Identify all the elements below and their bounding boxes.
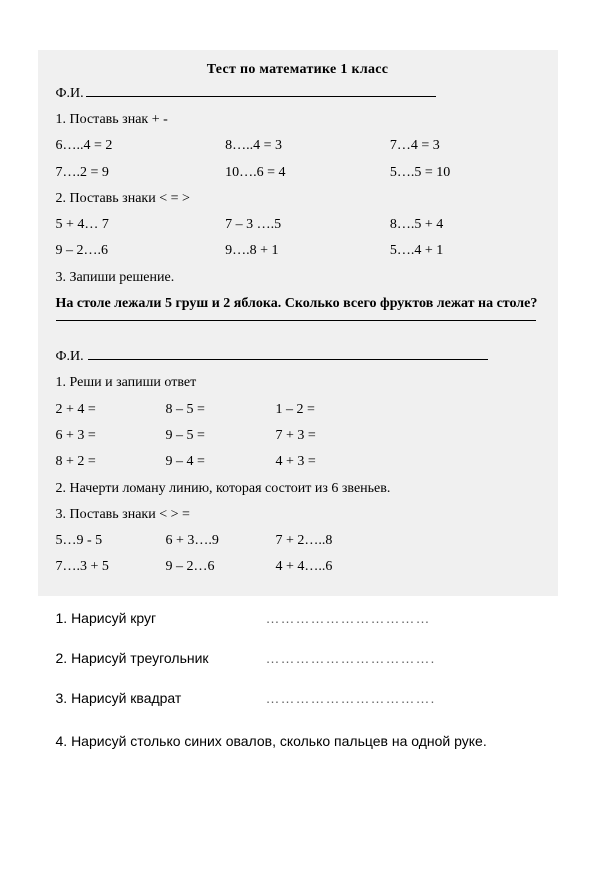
draw-item: 1. Нарисуй круг ……………………………: [56, 610, 540, 626]
b1-cell: 1 – 2 =: [276, 400, 386, 420]
page-title: Тест по математике 1 класс: [56, 62, 540, 78]
draw-text: . Нарисуй квадрат: [63, 690, 181, 706]
s1-cell: 7…4 = 3: [390, 136, 540, 156]
b1-cell: 7 + 3 =: [276, 426, 386, 446]
s1-cell: 10….6 = 4: [225, 163, 390, 183]
s2-cell: 7 – 3 ….5: [225, 215, 390, 235]
sectionB3-row: 5…9 - 5 6 + 3….9 7 + 2…..8: [56, 531, 540, 551]
s2-cell: 9 – 2….6: [56, 241, 226, 261]
b1-cell: 8 – 5 =: [166, 400, 276, 420]
b3-cell: 4 + 4…..6: [276, 557, 386, 577]
name-field-row-2: Ф.И.: [56, 349, 540, 365]
section3-heading: 3. Запиши решение.: [56, 268, 540, 288]
section3-task: На столе лежали 5 груш и 2 яблока. Сколь…: [56, 294, 540, 314]
sectionB1-row: 8 + 2 = 9 – 4 = 4 + 3 =: [56, 452, 540, 472]
draw-section: 1. Нарисуй круг …………………………… 2. Нарисуй т…: [38, 610, 558, 752]
s1-cell: 6…..4 = 2: [56, 136, 226, 156]
s1-cell: 7….2 = 9: [56, 163, 226, 183]
draw-item: 2. Нарисуй треугольник …………………………….: [56, 650, 540, 666]
fi-label-2: Ф.И.: [56, 349, 84, 364]
name-field-row: Ф.И.: [56, 86, 540, 102]
section2-row: 5 + 4… 7 7 – 3 ….5 8….5 + 4: [56, 215, 540, 235]
b1-cell: 2 + 4 =: [56, 400, 166, 420]
s2-cell: 8….5 + 4: [390, 215, 540, 235]
sectionB1-row: 2 + 4 = 8 – 5 = 1 – 2 =: [56, 400, 540, 420]
s1-cell: 5….5 = 10: [390, 163, 540, 183]
draw-dots: ……………………………: [266, 610, 431, 626]
b1-cell: 4 + 3 =: [276, 452, 386, 472]
b3-cell: 7….3 + 5: [56, 557, 166, 577]
draw-label: 1. Нарисуй круг: [56, 610, 266, 626]
section1-row: 7….2 = 9 10….6 = 4 5….5 = 10: [56, 163, 540, 183]
fi-underline-2: [88, 359, 488, 360]
b3-cell: 7 + 2…..8: [276, 531, 386, 551]
sectionB1-row: 6 + 3 = 9 – 5 = 7 + 3 =: [56, 426, 540, 446]
draw-text: . Нарисуй круг: [63, 610, 156, 626]
sectionB1-heading: 1. Реши и запиши ответ: [56, 373, 540, 393]
b3-cell: 9 – 2…6: [166, 557, 276, 577]
b1-cell: 9 – 5 =: [166, 426, 276, 446]
s2-cell: 5 + 4… 7: [56, 215, 226, 235]
b3-cell: 5…9 - 5: [56, 531, 166, 551]
section1-row: 6…..4 = 2 8…..4 = 3 7…4 = 3: [56, 136, 540, 156]
b1-cell: 8 + 2 =: [56, 452, 166, 472]
b1-cell: 9 – 4 =: [166, 452, 276, 472]
draw-dots: …………………………….: [266, 690, 436, 706]
draw-dots: …………………………….: [266, 650, 436, 666]
answer-underline: [56, 320, 536, 321]
s2-cell: 5….4 + 1: [390, 241, 540, 261]
draw-text: . Нарисуй треугольник: [63, 650, 208, 666]
section1-heading: 1. Поставь знак + -: [56, 110, 540, 130]
b3-cell: 6 + 3….9: [166, 531, 276, 551]
sectionB3-row: 7….3 + 5 9 – 2…6 4 + 4…..6: [56, 557, 540, 577]
worksheet-page: Тест по математике 1 класс Ф.И. 1. Поста…: [38, 50, 558, 596]
draw-label: 3. Нарисуй квадрат: [56, 690, 266, 706]
sectionB3-heading: 3. Поставь знаки < > =: [56, 505, 540, 525]
b1-cell: 6 + 3 =: [56, 426, 166, 446]
s2-cell: 9….8 + 1: [225, 241, 390, 261]
draw-item: 3. Нарисуй квадрат …………………………….: [56, 690, 540, 706]
sectionB2-heading: 2. Начерти ломану линию, которая состоит…: [56, 479, 540, 499]
draw-label: 2. Нарисуй треугольник: [56, 650, 266, 666]
draw-item-4: 4. Нарисуй столько синих овалов, сколько…: [56, 730, 540, 752]
fi-underline: [86, 96, 436, 97]
section2-row: 9 – 2….6 9….8 + 1 5….4 + 1: [56, 241, 540, 261]
fi-label: Ф.И.: [56, 86, 84, 101]
section2-heading: 2. Поставь знаки < = >: [56, 189, 540, 209]
s1-cell: 8…..4 = 3: [225, 136, 390, 156]
